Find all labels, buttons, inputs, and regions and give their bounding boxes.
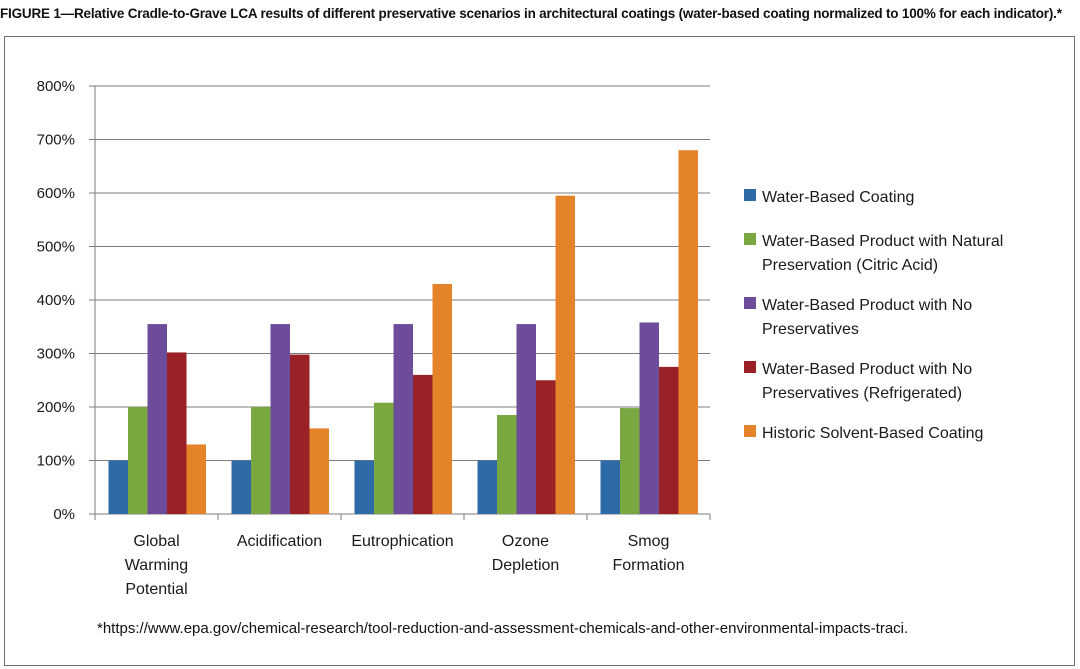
legend-label: Preservation (Citric Acid) <box>762 257 938 274</box>
bar <box>477 460 497 514</box>
y-tick-label: 300% <box>37 346 75 363</box>
bar <box>231 460 251 514</box>
bar <box>354 460 374 514</box>
legend-label: Historic Solvent-Based Coating <box>762 425 983 442</box>
y-tick-label: 0% <box>53 506 75 523</box>
figure-caption: FIGURE 1—Relative Cradle-to-Grave LCA re… <box>0 6 1062 21</box>
bar <box>108 460 128 514</box>
y-tick-label: 600% <box>37 185 75 202</box>
x-tick-label: Formation <box>612 557 684 574</box>
x-tick-label: Eutrophication <box>351 533 453 550</box>
bar <box>555 195 575 515</box>
y-tick-label: 100% <box>37 453 75 470</box>
bar <box>128 407 148 514</box>
bar <box>432 283 452 514</box>
bar <box>290 354 310 514</box>
bar <box>536 380 556 514</box>
y-tick-label: 700% <box>37 132 75 149</box>
bar <box>516 324 536 514</box>
x-tick-label: Smog <box>628 533 670 550</box>
bar <box>620 408 640 514</box>
bar <box>167 352 187 514</box>
legend-label: Preservatives <box>762 321 859 338</box>
bar <box>497 415 517 514</box>
bar <box>600 460 620 514</box>
bar <box>251 407 271 514</box>
legend-label: Water-Based Coating <box>762 189 914 206</box>
legend-swatch <box>744 189 756 201</box>
y-tick-label: 400% <box>37 292 75 309</box>
legend-swatch <box>744 361 756 373</box>
legend-swatch <box>744 233 756 245</box>
bar <box>374 402 394 514</box>
y-tick-label: 500% <box>37 239 75 256</box>
legend-label: Water-Based Product with No <box>762 297 972 314</box>
bar <box>186 444 206 514</box>
x-tick-label: Depletion <box>492 557 560 574</box>
legend-label: Water-Based Product with Natural <box>762 233 1003 250</box>
bar <box>147 324 167 514</box>
bar <box>659 366 679 514</box>
chart-frame <box>4 36 1075 666</box>
legend-swatch <box>744 297 756 309</box>
bar <box>270 324 290 514</box>
x-tick-label: Acidification <box>237 533 322 550</box>
y-tick-label: 200% <box>37 399 75 416</box>
bar <box>413 374 433 514</box>
bar <box>678 150 698 514</box>
bar <box>639 322 659 514</box>
legend-label: Preservatives (Refrigerated) <box>762 385 962 402</box>
bar <box>393 324 413 514</box>
bar <box>309 428 329 514</box>
legend-swatch <box>744 425 756 437</box>
x-tick-label: Warming <box>125 557 188 574</box>
x-tick-label: Ozone <box>502 533 549 550</box>
figure-footnote: *https://www.epa.gov/chemical-research/t… <box>97 620 909 637</box>
legend-label: Water-Based Product with No <box>762 361 972 378</box>
y-tick-label: 800% <box>37 78 75 95</box>
x-tick-label: Potential <box>125 581 187 598</box>
x-tick-label: Global <box>133 533 179 550</box>
